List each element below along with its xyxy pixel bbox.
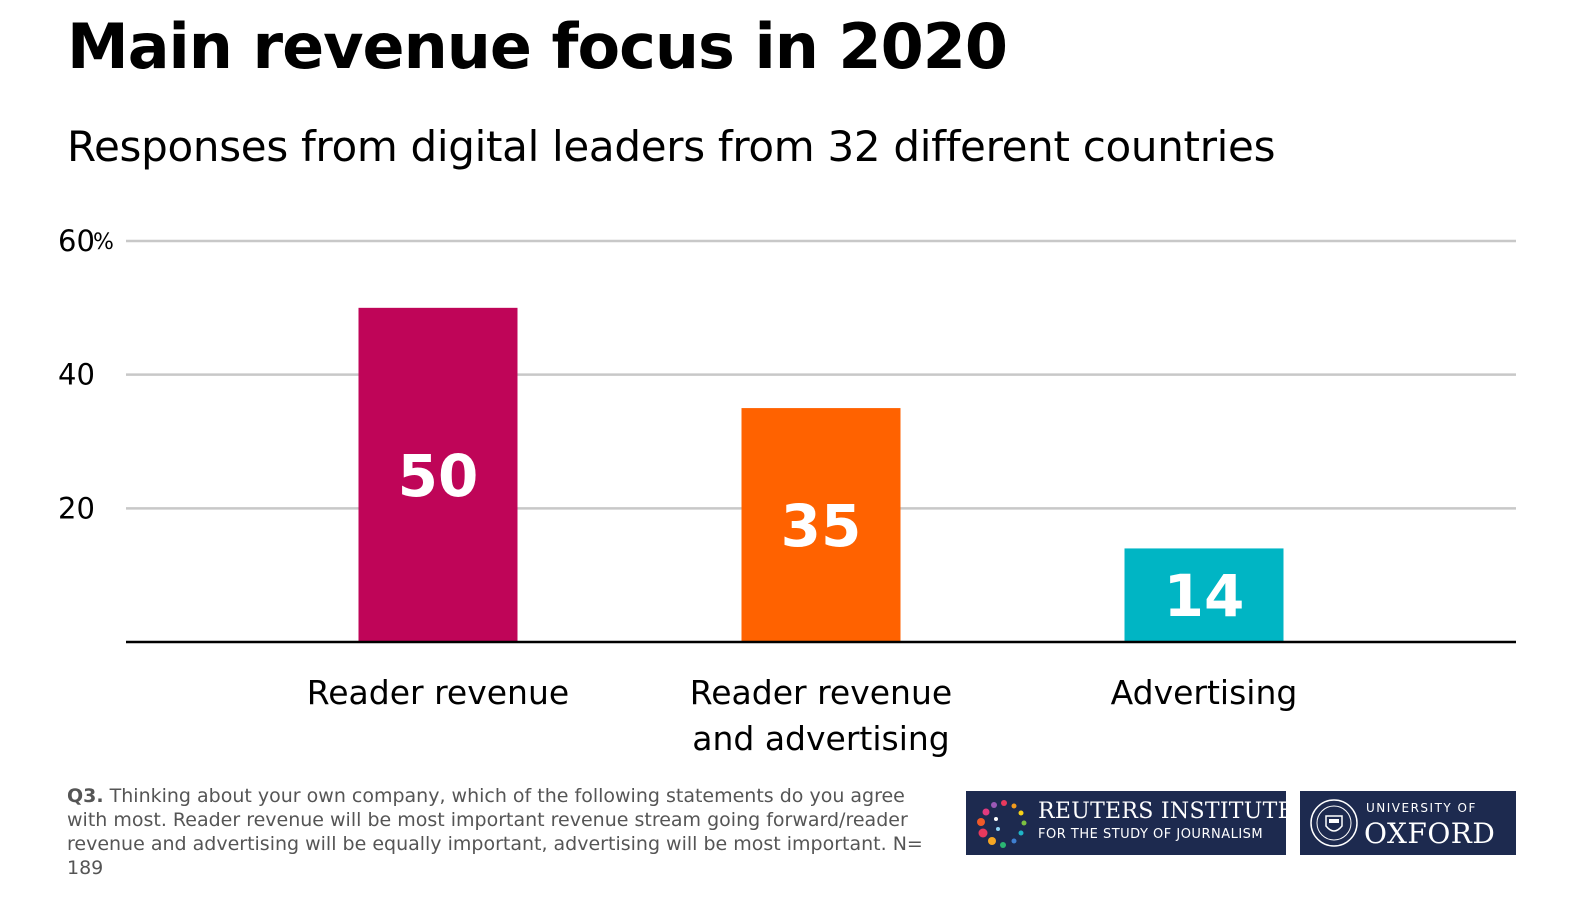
reuters-name: REUTERS INSTITUTE [1038,799,1294,824]
bar-1 [358,307,518,642]
category-label-2-line-2: and advertising [692,719,949,758]
category-label-1-line-1: Reader revenue [307,673,569,712]
footnote-question-label: Q3. [67,785,104,807]
reuters-subtitle: FOR THE STUDY OF JOURNALISM [1038,827,1264,842]
bar-value-label-3: 14 [1164,562,1245,630]
category-label-3-line-1: Advertising [1111,673,1298,712]
reuters-dots-icon [977,800,1027,848]
category-label-2-line-1: Reader revenue [690,673,952,712]
bar-3 [1124,548,1284,642]
footnote-text: Thinking about your own company, which o… [67,785,923,879]
y-tick-unit: % [93,230,114,255]
bar-value-label-2: 35 [781,492,862,560]
bar-2 [741,408,901,642]
reuters-institute-logo: REUTERS INSTITUTE FOR THE STUDY OF JOURN… [966,791,1294,855]
category-labels: Reader revenue Reader revenue and advertis… [307,673,1298,758]
oxford-university-of: UNIVERSITY OF [1366,801,1477,815]
y-axis-ticks: 20 40 60% [58,224,114,525]
oxford-logo: UNIVERSITY OF OXFORD [1300,791,1516,855]
chart-subtitle: Responses from digital leaders from 32 d… [67,122,1276,171]
y-tick-label-60: 60 [58,224,95,258]
y-tick-label-20: 20 [58,491,95,525]
bars: 50 35 14 [358,307,1284,642]
oxford-crest-icon [1310,799,1358,847]
chart-title: Main revenue focus in 2020 [67,10,1008,83]
bar-value-label-1: 50 [398,442,479,510]
footnote: Q3. Thinking about your own company, whi… [67,784,947,880]
y-tick-label-40: 40 [58,358,95,392]
oxford-name: OXFORD [1364,817,1496,850]
